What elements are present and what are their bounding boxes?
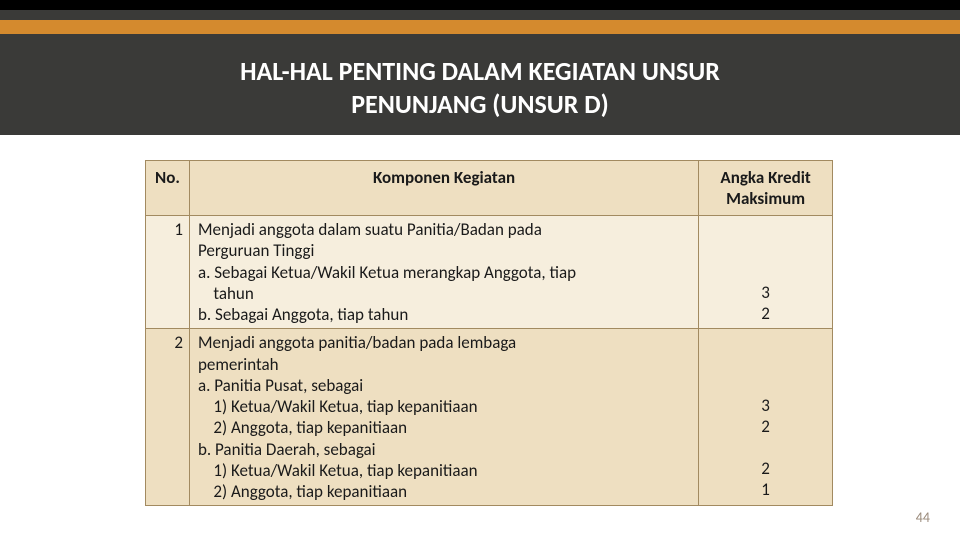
cell-komponen: Menjadi anggota dalam suatu Panitia/Bada…	[189, 216, 698, 329]
komp-line: b. Sebagai Anggota, tiap tahun	[198, 304, 690, 325]
komp-line: tahun	[198, 283, 690, 304]
cell-no: 2	[146, 329, 190, 506]
accent-strip	[0, 20, 960, 34]
col-header-komponen: Komponen Kegiatan	[189, 161, 698, 216]
cell-komponen: Menjadi anggota panitia/badan pada lemba…	[189, 329, 698, 506]
table-header-row: No. Komponen Kegiatan Angka Kredit Maksi…	[146, 161, 833, 216]
komp-line: b. Panitia Daerah, sebagai	[198, 439, 690, 460]
col-header-angka: Angka Kredit Maksimum	[699, 161, 833, 216]
angka-value	[703, 332, 828, 353]
angka-value	[703, 219, 828, 240]
komp-line: Menjadi anggota dalam suatu Panitia/Bada…	[198, 219, 690, 240]
komp-line: pemerintah	[198, 354, 690, 375]
angka-value	[703, 240, 828, 261]
angka-value: 3	[703, 282, 828, 303]
slide-number: 44	[916, 509, 930, 526]
komp-line: 1) Ketua/Wakil Ketua, tiap kepanitiaan	[198, 460, 690, 481]
col-header-no: No.	[146, 161, 190, 216]
cell-no: 1	[146, 216, 190, 329]
komp-line: a. Sebagai Ketua/Wakil Ketua merangkap A…	[198, 262, 690, 283]
angka-value: 2	[703, 458, 828, 479]
title-line-2: PENUNJANG (UNSUR D)	[351, 88, 609, 120]
table-row: 1 Menjadi anggota dalam suatu Panitia/Bad…	[146, 216, 833, 329]
title-line-1: HAL-HAL PENTING DALAM KEGIATAN UNSUR	[240, 55, 720, 87]
komp-line: a. Panitia Pusat, sebagai	[198, 375, 690, 396]
table-container: No. Komponen Kegiatan Angka Kredit Maksi…	[145, 160, 833, 506]
komponen-table: No. Komponen Kegiatan Angka Kredit Maksi…	[145, 160, 833, 506]
cell-angka: 32 21	[699, 329, 833, 506]
angka-value: 1	[703, 479, 828, 500]
komp-line: 1) Ketua/Wakil Ketua, tiap kepanitiaan	[198, 396, 690, 417]
komp-line: 2) Anggota, tiap kepanitiaan	[198, 481, 690, 502]
angka-value	[703, 261, 828, 282]
page-title: HAL-HAL PENTING DALAM KEGIATAN UNSUR PEN…	[0, 55, 960, 120]
table-row: 2 Menjadi anggota panitia/badan pada lemb…	[146, 329, 833, 506]
table-body: 1 Menjadi anggota dalam suatu Panitia/Bad…	[146, 216, 833, 506]
angka-value: 2	[703, 303, 828, 324]
angka-value	[703, 374, 828, 395]
angka-value: 3	[703, 395, 828, 416]
komp-line: 2) Anggota, tiap kepanitiaan	[198, 417, 690, 438]
cell-angka: 32	[699, 216, 833, 329]
komp-line: Menjadi anggota panitia/badan pada lemba…	[198, 332, 690, 353]
angka-value	[703, 353, 828, 374]
angka-value: 2	[703, 416, 828, 437]
komp-line: Perguruan Tinggi	[198, 240, 690, 261]
angka-value	[703, 437, 828, 458]
